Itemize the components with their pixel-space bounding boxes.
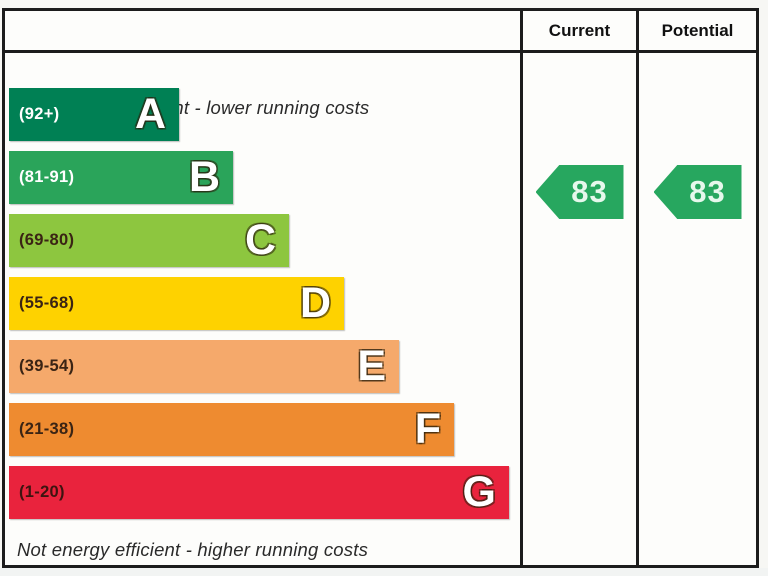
band-row-f: (21-38) F (9, 403, 454, 456)
table-header-row: Current Potential (5, 11, 756, 53)
band-bar-c: (69-80) C (9, 214, 289, 267)
band-bar-b: (81-91) B (9, 151, 233, 204)
band-bar-e: (39-54) E (9, 340, 399, 393)
band-bar-d: (55-68) D (9, 277, 344, 330)
band-row-d: (55-68) D (9, 277, 344, 330)
potential-rating-arrow: 83 (653, 165, 742, 219)
band-row-g: (1-20) G (9, 466, 509, 519)
band-letter-a: A (134, 90, 166, 138)
potential-rating-cell: 83 (636, 53, 756, 565)
band-row-c: (69-80) C (9, 214, 289, 267)
band-letter-b: B (188, 153, 220, 201)
potential-column-header: Potential (636, 11, 756, 50)
bottom-margin-strip (0, 568, 768, 576)
band-letter-c: C (244, 216, 276, 264)
rating-scale-area: Very energy efficient - lower running co… (5, 53, 520, 565)
table-body-row: Very energy efficient - lower running co… (5, 53, 756, 565)
bottom-caption: Not energy efficient - higher running co… (17, 539, 369, 560)
band-range-g: (1-20) (19, 483, 65, 501)
band-range-d: (55-68) (19, 294, 75, 312)
band-bar-a: (92+) A (9, 88, 179, 141)
band-row-a: (92+) A (9, 88, 179, 141)
current-rating-cell: 83 (520, 53, 636, 565)
band-range-e: (39-54) (19, 357, 75, 375)
band-letter-d: D (299, 279, 331, 327)
band-range-a: (92+) (19, 105, 60, 123)
band-bar-f: (21-38) F (9, 403, 454, 456)
band-range-f: (21-38) (19, 420, 75, 438)
band-letter-g: G (462, 468, 496, 516)
band-row-e: (39-54) E (9, 340, 399, 393)
current-rating-arrow: 83 (535, 165, 624, 219)
band-letter-f: F (414, 405, 441, 453)
current-column-header: Current (520, 11, 636, 50)
band-row-b: (81-91) B (9, 151, 233, 204)
header-spacer-cell (5, 11, 520, 50)
epc-rating-table: Current Potential Very energy efficient … (2, 8, 759, 568)
band-bar-g: (1-20) G (9, 466, 509, 519)
band-range-c: (69-80) (19, 231, 75, 249)
band-range-b: (81-91) (19, 168, 75, 186)
band-letter-e: E (357, 342, 386, 390)
